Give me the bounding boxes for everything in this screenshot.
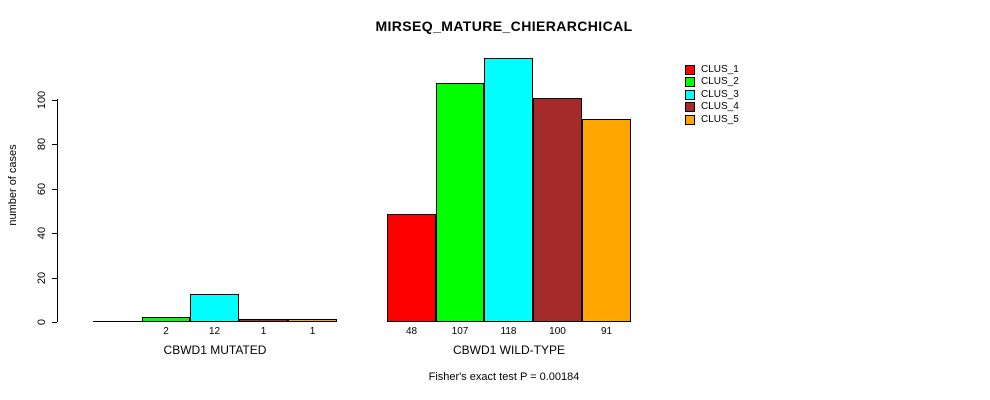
legend-swatch	[685, 65, 695, 75]
bar	[239, 319, 288, 322]
bar-value-label: 12	[208, 326, 221, 337]
y-axis-tick-label: 100	[36, 90, 48, 110]
y-axis-tick-label: 60	[36, 182, 48, 196]
legend-swatch	[685, 77, 695, 88]
legend-swatch	[685, 89, 695, 100]
legend-item: CLUS_3	[685, 88, 739, 100]
y-axis-label: number of cases	[7, 144, 19, 226]
legend-label: CLUS_3	[701, 88, 739, 100]
x-axis-group-label: CBWD1 MUTATED	[163, 343, 267, 357]
legend-item: CLUS_5	[685, 113, 739, 125]
y-axis-tick	[52, 144, 57, 145]
legend-label: CLUS_5	[701, 113, 739, 125]
bar	[387, 214, 436, 322]
bar-value-label: 1	[260, 326, 267, 337]
bar-value-label: 1	[309, 326, 316, 337]
y-axis-tick-label: 0	[36, 318, 48, 326]
legend-swatch	[685, 102, 695, 113]
bar	[484, 58, 533, 322]
bar-value-label: 48	[405, 326, 418, 337]
bar	[436, 83, 484, 322]
bar	[93, 321, 142, 322]
y-axis-tick	[52, 189, 57, 190]
bar	[288, 319, 337, 322]
y-axis-tick	[52, 278, 57, 279]
bar-value-label: 118	[500, 326, 517, 337]
x-axis-group-label: CBWD1 WILD-TYPE	[452, 343, 565, 357]
y-axis-tick	[52, 100, 57, 101]
legend-item: CLUS_1	[685, 65, 739, 75]
legend-item: CLUS_4	[685, 101, 739, 113]
y-axis-tick-label: 20	[36, 271, 48, 285]
legend-swatch	[685, 114, 695, 125]
legend-label: CLUS_1	[701, 64, 739, 75]
bar-value-label: 100	[549, 326, 566, 337]
y-axis-tick-label: 40	[36, 226, 48, 240]
y-axis-tick-label: 80	[36, 137, 48, 151]
legend-item: CLUS_2	[685, 76, 739, 88]
bar-value-label: 107	[451, 326, 469, 337]
fisher-test-note: Fisher's exact test P = 0.00184	[428, 371, 580, 383]
bar-value-label: 2	[163, 326, 169, 337]
chart-title: MIRSEQ_MATURE_CHIERARCHICAL	[375, 18, 633, 34]
bar	[582, 119, 631, 322]
bar	[533, 98, 582, 322]
y-axis-line	[57, 99, 58, 322]
legend: CLUS_1 CLUS_2 CLUS_3 CLUS_4 CLUS_5	[685, 65, 739, 127]
chart-header: MIRSEQ_MATURE_CHIERARCHICAL	[57, 18, 951, 34]
legend-label: CLUS_2	[701, 76, 739, 88]
bar	[142, 317, 190, 322]
bar	[190, 294, 239, 322]
y-axis-tick	[52, 322, 57, 323]
legend-label: CLUS_4	[701, 101, 739, 113]
bar-value-label: 91	[600, 326, 613, 337]
y-axis-tick	[52, 233, 57, 234]
